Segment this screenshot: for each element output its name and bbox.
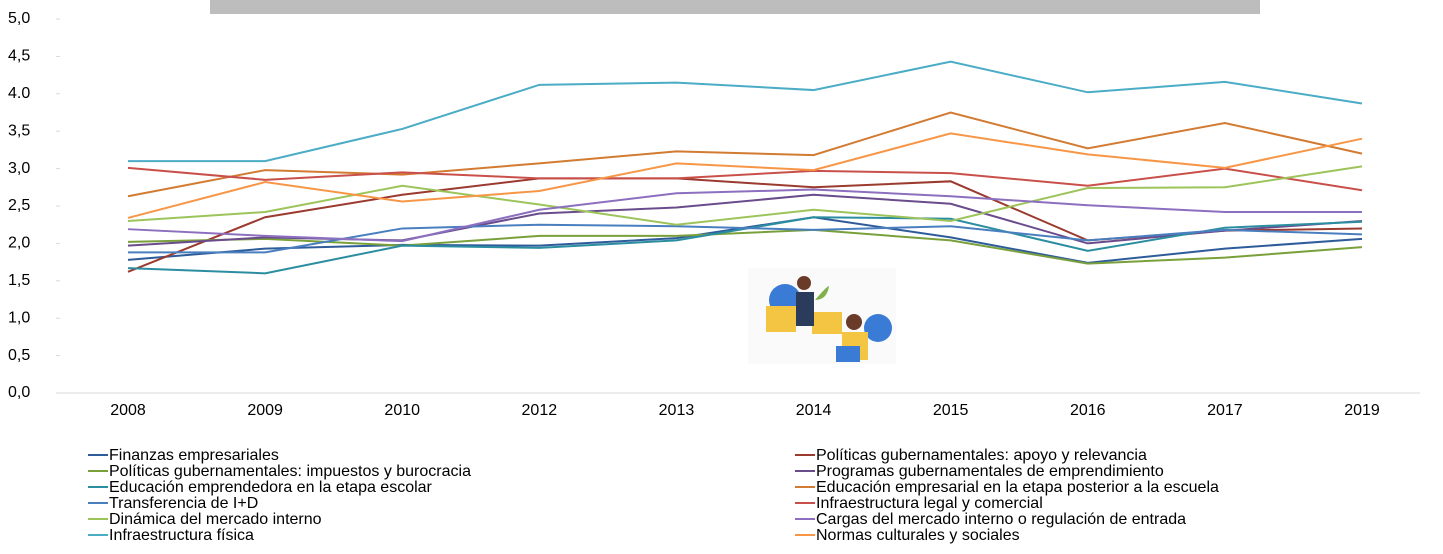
y-tick-label: 5,0 [8,10,30,27]
x-tick-label: 2017 [1207,402,1243,419]
legend-label: Infraestructura legal y comercial [816,495,1043,512]
legend-label: Transferencia de I+D [109,495,258,512]
legend-label: Normas culturales y sociales [816,527,1020,544]
x-tick-label: 2009 [247,402,283,419]
series-line [128,133,1362,218]
y-tick-label: 1,5 [8,272,30,289]
legend-label: Finanzas empresariales [109,447,279,464]
x-tick-label: 2014 [796,402,832,419]
series-line [128,62,1362,161]
legend-label: Cargas del mercado interno o regulación … [816,511,1186,528]
y-tick-label: 4.0 [8,85,30,102]
page: {"chart_data": {"type": "line", "categor… [0,0,1443,554]
x-tick-label: 2010 [384,402,420,419]
series-line [128,217,1362,263]
x-tick-label: 2008 [110,402,146,419]
legend-label: Políticas gubernamentales: apoyo y relev… [816,447,1147,464]
y-tick-label: 0,5 [8,347,30,364]
chart: Finanzas empresarialesPolíticas gubernam… [0,0,1443,554]
y-tick-label: 4,5 [8,48,30,65]
x-tick-label: 2012 [522,402,558,419]
legend-label: Educación empresarial en la etapa poster… [816,479,1219,496]
legend-label: Dinámica del mercado interno [109,511,322,528]
legend-label: Programas gubernamentales de emprendimie… [816,463,1164,480]
x-tick-label: 2019 [1344,402,1380,419]
y-tick-label: 1,0 [8,309,30,326]
y-tick-label: 2,0 [8,235,30,252]
x-tick-label: 2013 [659,402,695,419]
series-line [128,217,1362,273]
legend-label: Educación emprendedora en la etapa escol… [109,479,433,496]
y-tick-label: 3,5 [8,122,30,139]
x-tick-label: 2015 [933,402,969,419]
top-bar [210,0,1260,14]
legend-label: Infraestructura física [109,527,254,544]
y-tick-label: 2,5 [8,197,30,214]
y-tick-label: 3,0 [8,160,30,177]
legend-label: Políticas gubernamentales: impuestos y b… [109,463,471,480]
illustration [748,268,896,364]
x-tick-label: 2016 [1070,402,1106,419]
y-tick-label: 0,0 [8,384,30,401]
